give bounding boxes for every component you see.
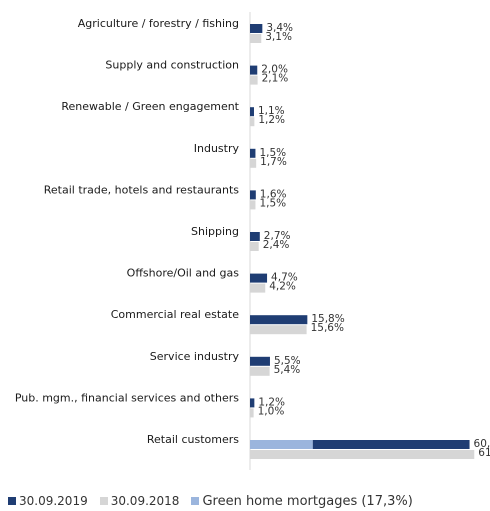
bar-2018-industry: [250, 158, 257, 168]
value-label-2019-offshore-oil-and-gas: 4,7%: [271, 272, 298, 284]
value-label-2018-shipping: 2,4%: [263, 239, 290, 251]
legend-swatch-2019: [8, 497, 16, 505]
value-label-2019-commercial-real-estate: 15,8%: [311, 313, 344, 325]
value-label-2019-agriculture-forestry-fishing: 3,4%: [266, 22, 293, 34]
value-label-2019-retail-trade-hotels-and-restaurants: 1,6%: [260, 188, 287, 200]
bar-2019-industry: [250, 148, 256, 158]
bars: [250, 24, 475, 459]
bar-2019-shipping: [250, 232, 260, 241]
legend-label-2018: 30.09.2018: [110, 494, 180, 508]
legend-label-2019: 30.09.2019: [19, 494, 88, 508]
category-label-pub-mgm-financial-services-and-others: Pub. mgm., financial services and others: [15, 391, 239, 404]
value-label-2019-supply-and-construction: 2,0%: [261, 64, 288, 76]
value-label-2018-retail-customers: 61,8%: [478, 447, 490, 459]
category-label-offshore-oil-and-gas: Offshore/Oil and gas: [127, 267, 240, 280]
category-label-agriculture-forestry-fishing: Agriculture / forestry / fishing: [78, 17, 239, 30]
legend-label-green-mortgages: Green home mortgages (17,3%): [202, 493, 413, 509]
value-label-2018-retail-trade-hotels-and-restaurants: 1,5%: [259, 197, 286, 209]
bar-2019-commercial-real-estate: [250, 315, 308, 325]
bar-2019-agriculture-forestry-fishing: [250, 24, 263, 33]
bar-2019-service-industry: [250, 356, 270, 366]
category-label-retail-customers: Retail customers: [147, 433, 239, 446]
value-labels: 3,4%3,1%2,0%2,1%1,1%1,2%1,5%1,7%1,6%1,5%…: [258, 22, 490, 459]
value-label-2018-commercial-real-estate: 15,6%: [311, 322, 344, 334]
value-label-2019-industry: 1,5%: [259, 147, 286, 159]
value-label-2018-supply-and-construction: 2,1%: [262, 73, 289, 85]
value-label-2018-service-industry: 5,4%: [274, 364, 301, 376]
category-label-industry: Industry: [194, 142, 240, 155]
category-label-shipping: Shipping: [191, 225, 239, 238]
bar-2018-renewable-green-engagement: [250, 117, 255, 127]
category-label-retail-trade-hotels-and-restaurants: Retail trade, hotels and restaurants: [44, 183, 240, 196]
legend-item-2019: 30.09.2019: [8, 494, 88, 508]
legend: 30.09.2019 30.09.2018 Green home mortgag…: [8, 491, 425, 511]
value-label-2019-pub-mgm-financial-services-and-others: 1,2%: [258, 396, 285, 408]
bar-2019-supply-and-construction: [250, 65, 258, 75]
value-label-2018-industry: 1,7%: [260, 156, 287, 168]
category-labels: Agriculture / forestry / fishing Supply a…: [15, 17, 240, 446]
bar-2018-service-industry: [250, 366, 270, 376]
category-label-renewable-green-engagement: Renewable / Green engagement: [61, 100, 239, 113]
chart: Agriculture / forestry / fishing Supply a…: [15, 12, 490, 470]
bar-green-mortgages-retail-customers: [250, 440, 313, 449]
legend-swatch-2018: [99, 497, 108, 505]
bar-2019-retail-trade-hotels-and-restaurants: [250, 190, 256, 200]
bar-2018-retail-customers: [250, 450, 475, 459]
bar-2018-offshore-oil-and-gas: [250, 283, 266, 293]
category-label-supply-and-construction: Supply and construction: [105, 59, 239, 72]
bar-2019-retail-customers: [312, 440, 470, 449]
bar-2018-commercial-real-estate: [250, 325, 307, 335]
value-label-2019-service-industry: 5,5%: [274, 355, 301, 367]
category-label-service-industry: Service industry: [150, 350, 240, 363]
bar-2018-agriculture-forestry-fishing: [250, 34, 262, 43]
value-label-2018-pub-mgm-financial-services-and-others: 1,0%: [258, 405, 285, 417]
bar-2018-shipping: [250, 242, 259, 251]
bar-2018-pub-mgm-financial-services-and-others: [250, 408, 254, 418]
bar-2018-supply-and-construction: [250, 75, 258, 85]
value-label-2019-renewable-green-engagement: 1,1%: [258, 105, 285, 117]
category-label-commercial-real-estate: Commercial real estate: [111, 308, 239, 321]
bar-2019-pub-mgm-financial-services-and-others: [250, 398, 255, 408]
value-label-2018-renewable-green-engagement: 1,2%: [258, 114, 285, 126]
value-label-2019-retail-customers: 60,5%: [474, 438, 490, 450]
value-label-2018-offshore-oil-and-gas: 4,2%: [269, 281, 296, 293]
bar-2019-offshore-oil-and-gas: [250, 273, 268, 283]
bar-2018-retail-trade-hotels-and-restaurants: [250, 200, 256, 210]
value-label-2019-shipping: 2,7%: [264, 230, 291, 242]
bar-2019-renewable-green-engagement: [250, 107, 254, 117]
legend-item-green-mortgages: Green home mortgages (17,3%): [191, 493, 413, 509]
legend-item-2018: 30.09.2018: [99, 494, 180, 508]
legend-swatch-green-mortgages: [191, 497, 200, 505]
value-label-2018-agriculture-forestry-fishing: 3,1%: [265, 31, 292, 43]
